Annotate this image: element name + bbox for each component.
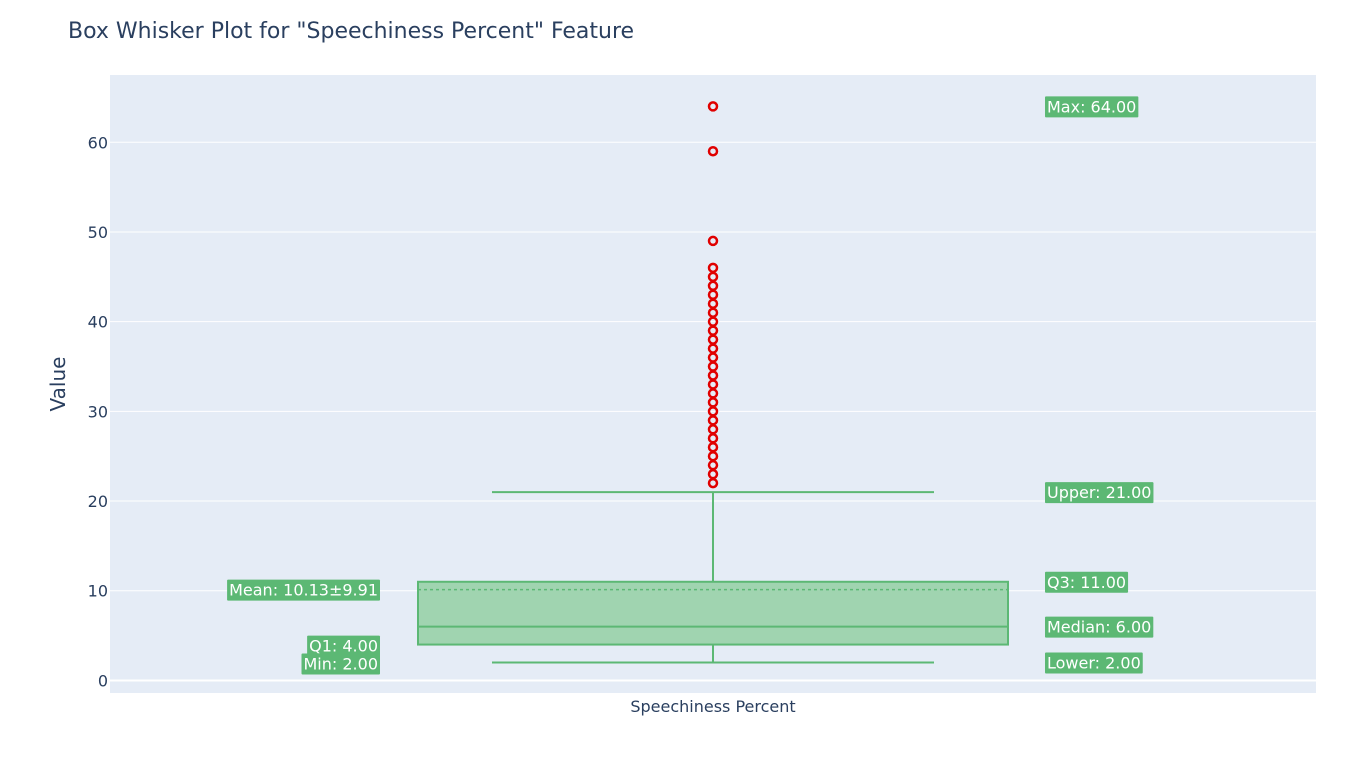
y-tick-label-60: 60: [88, 133, 108, 152]
annotation-mean-label: Mean: 10.13±9.91: [229, 581, 378, 600]
annotation-max: Max: 64.00: [1045, 96, 1139, 118]
iqr-box[interactable]: [417, 580, 1009, 646]
annotation-median: Median: 6.00: [1045, 616, 1154, 638]
y-axis-ticks: 0 10 20 30 40 50 60: [88, 133, 108, 690]
outlier-point-49[interactable]: [707, 235, 719, 247]
y-tick-label-50: 50: [88, 223, 108, 242]
y-axis-title: Value: [46, 357, 70, 412]
annotation-q3-label: Q3: 11.00: [1047, 573, 1126, 592]
annotation-max-label: Max: 64.00: [1047, 97, 1136, 116]
x-tick-label: Speechiness Percent: [630, 697, 795, 716]
annotation-upper-bg: [1045, 482, 1154, 504]
y-tick-label-40: 40: [88, 313, 108, 332]
y-tick-label-20: 20: [88, 492, 108, 511]
annotation-lower: Lower: 2.00: [1045, 652, 1143, 674]
chart-title: Box Whisker Plot for "Speechiness Percen…: [68, 19, 634, 44]
outlier-point-59[interactable]: [707, 145, 719, 157]
outlier-point-64[interactable]: [707, 101, 719, 112]
annotation-upper: Upper: 21.00: [1045, 482, 1154, 504]
annotation-min-bg: [301, 653, 380, 675]
annotation-median-bg: [1045, 616, 1154, 638]
annotation-q1-label: Q1: 4.00: [309, 637, 378, 656]
annotation-min: Min: 2.00: [301, 653, 380, 675]
annotation-min-label: Min: 2.00: [304, 655, 379, 674]
outlier-point-46[interactable]: [707, 262, 719, 274]
annotation-q1-bg: [307, 635, 380, 657]
annotation-q3-bg: [1045, 571, 1129, 593]
annotation-lower-bg: [1045, 652, 1143, 674]
annotation-median-label: Median: 6.00: [1047, 618, 1151, 637]
y-tick-label-30: 30: [88, 402, 108, 421]
annotation-lower-label: Lower: 2.00: [1047, 654, 1141, 673]
annotation-max-bg: [1045, 96, 1139, 118]
y-tick-label-10: 10: [88, 582, 108, 601]
annotation-q1: Q1: 4.00: [307, 635, 380, 657]
annotation-mean: Mean: 10.13±9.91: [227, 579, 380, 601]
y-tick-label-0: 0: [98, 671, 108, 690]
annotation-upper-label: Upper: 21.00: [1047, 483, 1151, 502]
box-plot[interactable]: [417, 491, 1009, 664]
annotation-q3: Q3: 11.00: [1045, 571, 1129, 593]
annotation-mean-bg: [227, 579, 380, 601]
outlier-points[interactable]: [707, 101, 719, 489]
